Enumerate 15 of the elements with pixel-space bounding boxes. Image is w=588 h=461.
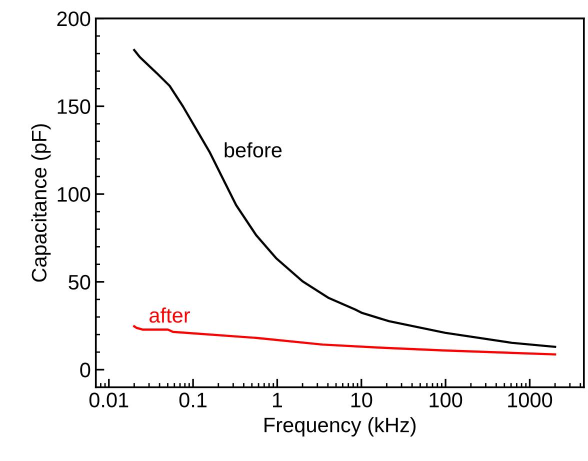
series-label: before (224, 142, 282, 158)
y-tick-label: 200 (57, 11, 90, 26)
y-tick-label: 150 (58, 99, 90, 114)
y-tick-label: 100 (58, 187, 90, 202)
x-axis-title: Frequency (kHz) (264, 417, 416, 436)
y-tick-label: 50 (68, 274, 90, 290)
series-label: after (150, 307, 190, 323)
x-tick-label: 100 (430, 392, 462, 408)
x-tick-label: 1000 (508, 392, 552, 408)
y-tick-label: 0 (80, 362, 90, 378)
x-tick-label: 10 (351, 392, 372, 408)
x-tick-label: 1 (273, 392, 282, 408)
x-tick-label: 0.01 (89, 392, 128, 408)
y-axis-title: Capacitance (pF) (31, 124, 51, 282)
x-tick-label: 0.1 (179, 392, 207, 408)
